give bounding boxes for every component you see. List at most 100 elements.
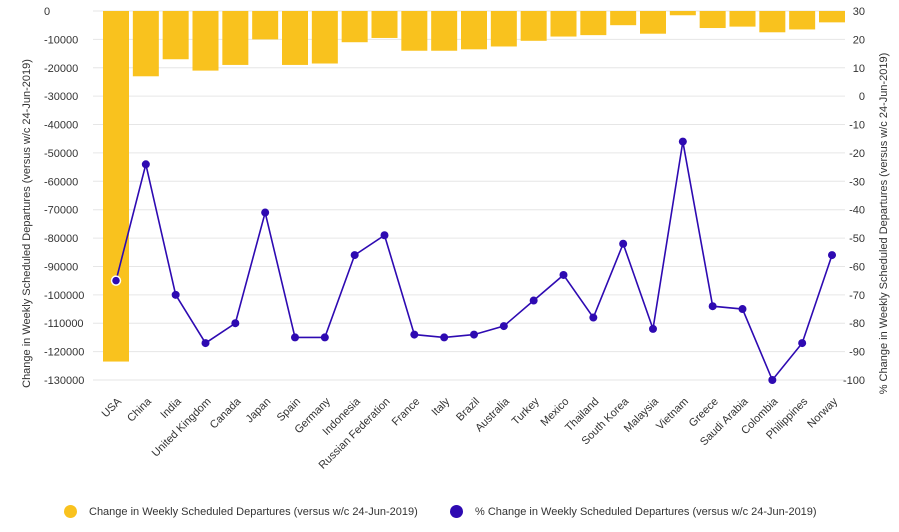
point-greece <box>708 302 717 311</box>
bar-italy <box>431 11 458 51</box>
category-label: France <box>390 396 423 429</box>
bar-norway <box>819 11 845 23</box>
point-mexico <box>559 270 568 279</box>
left-tick-label: 0 <box>44 6 50 18</box>
bar-malaysia <box>640 11 666 34</box>
left-tick-label: -120000 <box>44 347 84 359</box>
category-label: USA <box>100 395 125 420</box>
right-tick-label: -80 <box>849 318 865 330</box>
point-china <box>141 160 150 169</box>
bar-saudi-arabia <box>729 11 756 27</box>
category-label: Canada <box>208 395 244 431</box>
point-usa <box>110 275 122 286</box>
point-saudi-arabia <box>738 305 747 314</box>
bar-south-korea <box>610 11 637 26</box>
bar-australia <box>490 11 517 47</box>
left-tick-label: -30000 <box>44 91 78 103</box>
bar-japan <box>252 11 279 40</box>
percent-change-line <box>115 141 833 382</box>
left-tick-label: -70000 <box>44 205 78 217</box>
point-south-korea <box>619 239 628 248</box>
left-tick-label: -80000 <box>44 233 78 245</box>
bar-thailand <box>580 11 607 36</box>
point-philippines <box>798 339 807 348</box>
left-tick-label: -20000 <box>44 63 78 75</box>
right-tick-label: 20 <box>853 34 865 46</box>
legend-swatch-line <box>450 505 463 518</box>
bar-colombia <box>759 11 786 33</box>
point-malaysia <box>649 324 657 333</box>
point-germany <box>320 333 329 342</box>
point-vietnam <box>678 137 687 146</box>
bar-russian-federation <box>371 11 398 38</box>
point-turkey <box>529 296 538 305</box>
bar-mexico <box>550 11 577 37</box>
category-label: Vietnam <box>654 396 691 433</box>
legend-item-percent: % Change in Weekly Scheduled Departures … <box>450 505 817 518</box>
bar-turkey <box>520 11 547 41</box>
legend-label-departures: Change in Weekly Scheduled Departures (v… <box>89 505 418 518</box>
point-united-kingdom <box>201 339 210 348</box>
bar-india <box>162 11 189 60</box>
right-tick-label: -40 <box>849 205 865 217</box>
point-france <box>410 330 419 339</box>
bar-usa <box>103 11 129 362</box>
legend: Change in Weekly Scheduled Departures (v… <box>0 505 899 527</box>
right-axis-title: % Change in Weekly Scheduled Departures … <box>878 53 890 395</box>
left-tick-label: -10000 <box>44 34 78 46</box>
left-tick-label: -60000 <box>44 176 78 188</box>
category-label: Japan <box>244 396 274 426</box>
left-tick-label: -100000 <box>44 290 84 302</box>
point-spain <box>291 333 299 342</box>
right-tick-label: -30 <box>849 176 865 188</box>
left-axis-title: Change in Weekly Scheduled Departures (v… <box>21 59 33 388</box>
bar-philippines <box>789 11 816 30</box>
legend-item-departures: Change in Weekly Scheduled Departures (v… <box>64 505 418 518</box>
left-tick-label: -90000 <box>44 261 78 273</box>
bar-vietnam <box>669 11 696 16</box>
right-tick-label: -100 <box>843 375 865 387</box>
right-tick-label: -10 <box>849 120 865 132</box>
bar-france <box>401 11 428 51</box>
category-label: Spain <box>275 396 303 424</box>
bar-germany <box>311 11 338 64</box>
point-italy <box>440 333 449 342</box>
bar-indonesia <box>341 11 368 43</box>
left-tick-label: -50000 <box>44 148 78 160</box>
category-label: Italy <box>430 395 453 418</box>
point-india <box>171 290 180 299</box>
bar-china <box>132 11 159 77</box>
right-tick-label: -20 <box>849 148 865 160</box>
point-australia <box>499 322 508 331</box>
category-label: Brazil <box>454 396 482 424</box>
bar-canada <box>222 11 249 65</box>
point-thailand <box>589 313 598 322</box>
point-canada <box>231 319 240 328</box>
bar-spain <box>282 11 308 65</box>
category-label: India <box>158 395 184 421</box>
point-indonesia <box>350 251 359 260</box>
right-tick-label: 0 <box>859 91 865 103</box>
legend-swatch-bar <box>64 505 77 518</box>
right-tick-label: -70 <box>849 290 865 302</box>
point-colombia <box>768 376 777 384</box>
chart-canvas: 0 -10000 -20000 -30000 -40000 -50000 -60000 -70… <box>21 6 890 472</box>
left-tick-label: -110000 <box>44 318 84 330</box>
category-label: Australia <box>473 395 512 434</box>
category-label: China <box>125 395 154 424</box>
right-tick-label: 10 <box>853 63 865 75</box>
legend-label-percent: % Change in Weekly Scheduled Departures … <box>475 505 817 518</box>
left-tick-label: -40000 <box>44 120 78 132</box>
right-tick-label: -90 <box>849 347 865 359</box>
right-tick-label: 30 <box>853 6 865 18</box>
right-tick-label: -60 <box>849 261 865 273</box>
bar-greece <box>699 11 726 29</box>
bar-united-kingdom <box>192 11 219 71</box>
point-japan <box>261 208 270 217</box>
point-brazil <box>470 330 478 339</box>
point-russian-federation <box>380 231 389 240</box>
category-label: Turkey <box>510 395 542 427</box>
point-norway <box>828 251 836 260</box>
right-tick-label: -50 <box>849 233 865 245</box>
left-tick-label: -130000 <box>44 375 84 387</box>
